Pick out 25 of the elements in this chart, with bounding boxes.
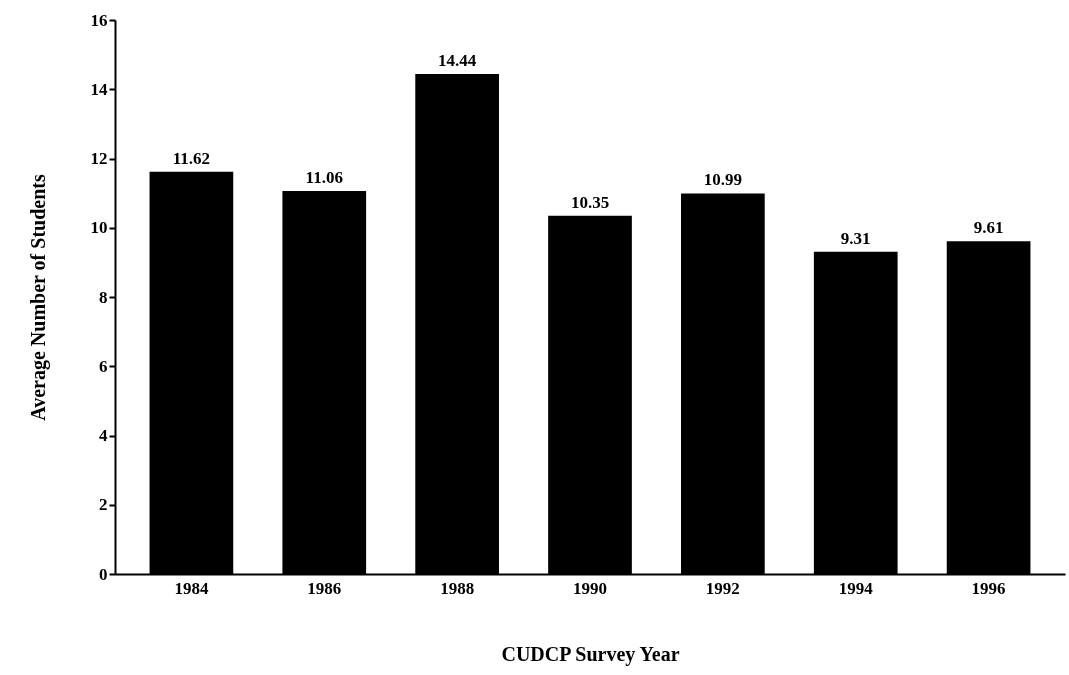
data-label: 9.61 [973,218,1004,238]
y-tick-label: 6 [99,356,108,376]
x-tick-label: 1988 [440,578,475,598]
y-tick-label: 0 [99,564,108,584]
y-tick-label: 12 [90,149,108,168]
y-tick-label: 4 [99,426,108,445]
x-tick-label: 1992 [705,578,740,598]
y-tick-label: 8 [99,287,108,307]
x-axis-title: CUDCP Survey Year [501,642,680,666]
data-label: 14.44 [438,51,477,71]
x-tick-label: 1994 [838,578,874,598]
data-label: 10.35 [570,192,610,212]
data-label: 10.99 [703,170,742,190]
data-label: 11.62 [172,148,211,168]
data-label: 9.31 [840,228,871,248]
y-tick-label: 10 [90,218,108,238]
x-tick-label: 1984 [174,578,209,598]
x-tick-label: 1996 [971,578,1006,598]
y-tick-label: 2 [99,495,108,515]
x-tick-label: 1986 [307,578,342,598]
y-tick-label: 14 [90,79,108,99]
data-label: 11.06 [305,168,343,188]
y-axis-title: Average Number of Students [26,174,50,421]
y-tick-label: 16 [90,10,108,30]
x-tick-label: 1990 [573,578,607,598]
